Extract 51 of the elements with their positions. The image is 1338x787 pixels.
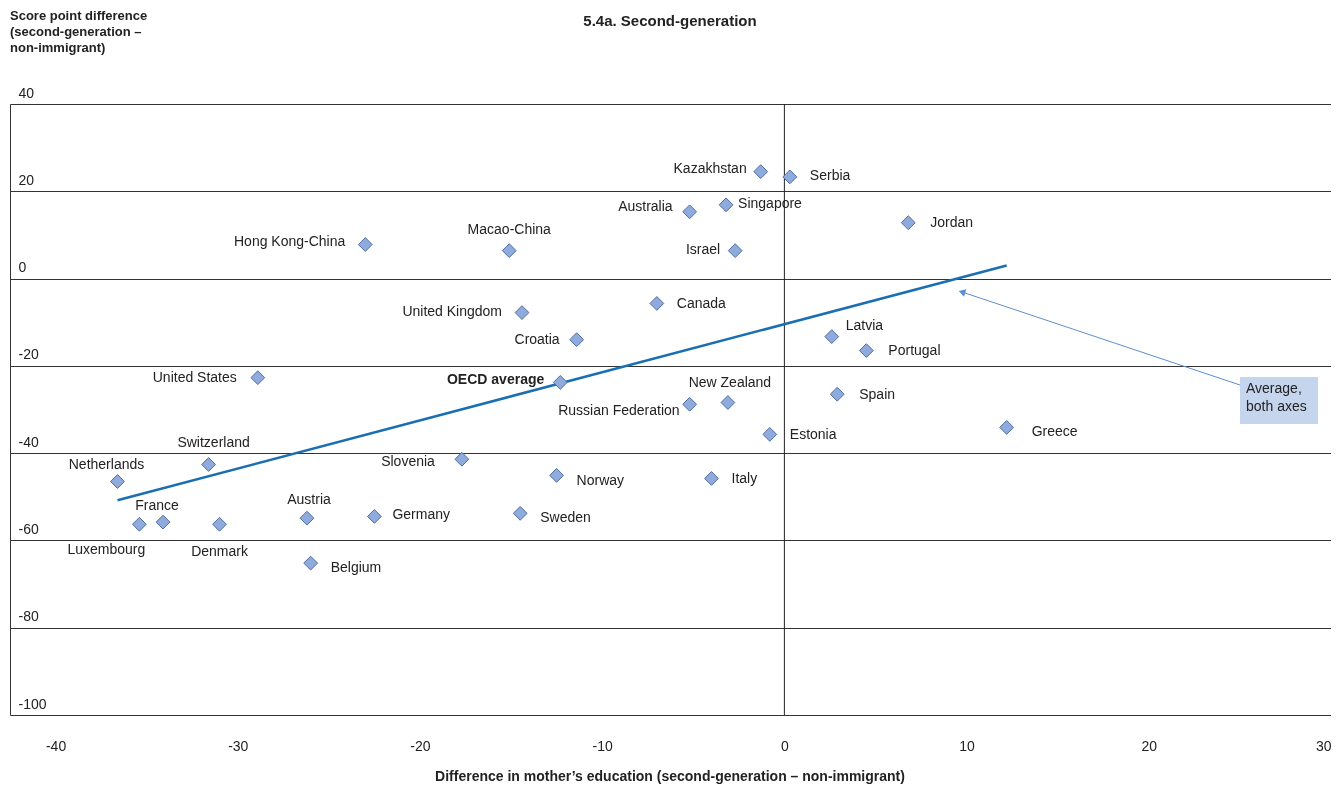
x-tick-label: 10 xyxy=(959,737,976,754)
annotation: Macao-China xyxy=(467,220,552,237)
y-tick-label: 40 xyxy=(18,84,35,101)
annotation: Belgium xyxy=(330,559,382,576)
annotation: Italy xyxy=(731,470,758,487)
annotation: Greece xyxy=(1031,423,1078,440)
annotation: Portugal xyxy=(888,341,941,358)
annotation: Estonia xyxy=(789,426,837,443)
y-tick-label: -40 xyxy=(18,433,39,450)
y-axis-title: Score point difference (second-generation – non-immigrant) xyxy=(10,8,148,55)
annotation: Croatia xyxy=(514,330,560,347)
annotation: Canada xyxy=(676,295,727,312)
annotation: Luxembourg xyxy=(67,541,146,558)
annotation: France xyxy=(135,497,180,514)
annotation: Average, both axes xyxy=(1246,380,1307,414)
annotation: Netherlands xyxy=(68,455,145,472)
y-tick-label: -80 xyxy=(18,608,39,625)
annotation: Hong Kong-China xyxy=(234,232,346,249)
series-label: OECD average xyxy=(446,371,545,388)
annotation: Serbia xyxy=(809,166,851,183)
y-tick-label: 0 xyxy=(18,259,27,276)
annotation: Switzerland xyxy=(177,434,250,451)
x-tick-label: -10 xyxy=(592,737,613,754)
y-tick-label: -100 xyxy=(18,695,47,712)
annotation: Germany xyxy=(392,506,450,523)
annotation: Russian Federation xyxy=(558,402,680,419)
y-tick-label: 20 xyxy=(18,171,35,188)
annotation: New Zealand xyxy=(688,373,772,390)
x-axis-title: Difference in mother’s education (second-generation – non-immigrant) xyxy=(435,768,905,784)
y-tick-label: -60 xyxy=(18,520,39,537)
x-tick-label: 30 xyxy=(1315,737,1332,754)
x-tick-label: -20 xyxy=(410,737,431,754)
annotation: Denmark xyxy=(191,543,249,560)
chart-title: 5.4a. Second-generation xyxy=(583,12,757,29)
annotation: Australia xyxy=(618,197,673,214)
annotation: Slovenia xyxy=(381,453,436,470)
annotation: Austria xyxy=(287,491,331,508)
annotation: Sweden xyxy=(540,509,591,526)
annotation: Norway xyxy=(576,472,625,489)
x-tick-label: 0 xyxy=(780,737,789,754)
x-tick-label: -30 xyxy=(228,737,249,754)
annotation: Israel xyxy=(685,240,721,257)
annotation: Jordan xyxy=(930,213,974,230)
x-tick-label: 20 xyxy=(1141,737,1158,754)
annotation: Latvia xyxy=(845,316,884,333)
annotation: Spain xyxy=(859,386,896,403)
x-tick-label: -40 xyxy=(45,737,67,754)
y-tick-label: -20 xyxy=(18,346,39,363)
annotation: United Kingdom xyxy=(402,302,502,319)
annotation: United States xyxy=(152,368,237,385)
annotation: Kazakhstan xyxy=(673,159,747,176)
